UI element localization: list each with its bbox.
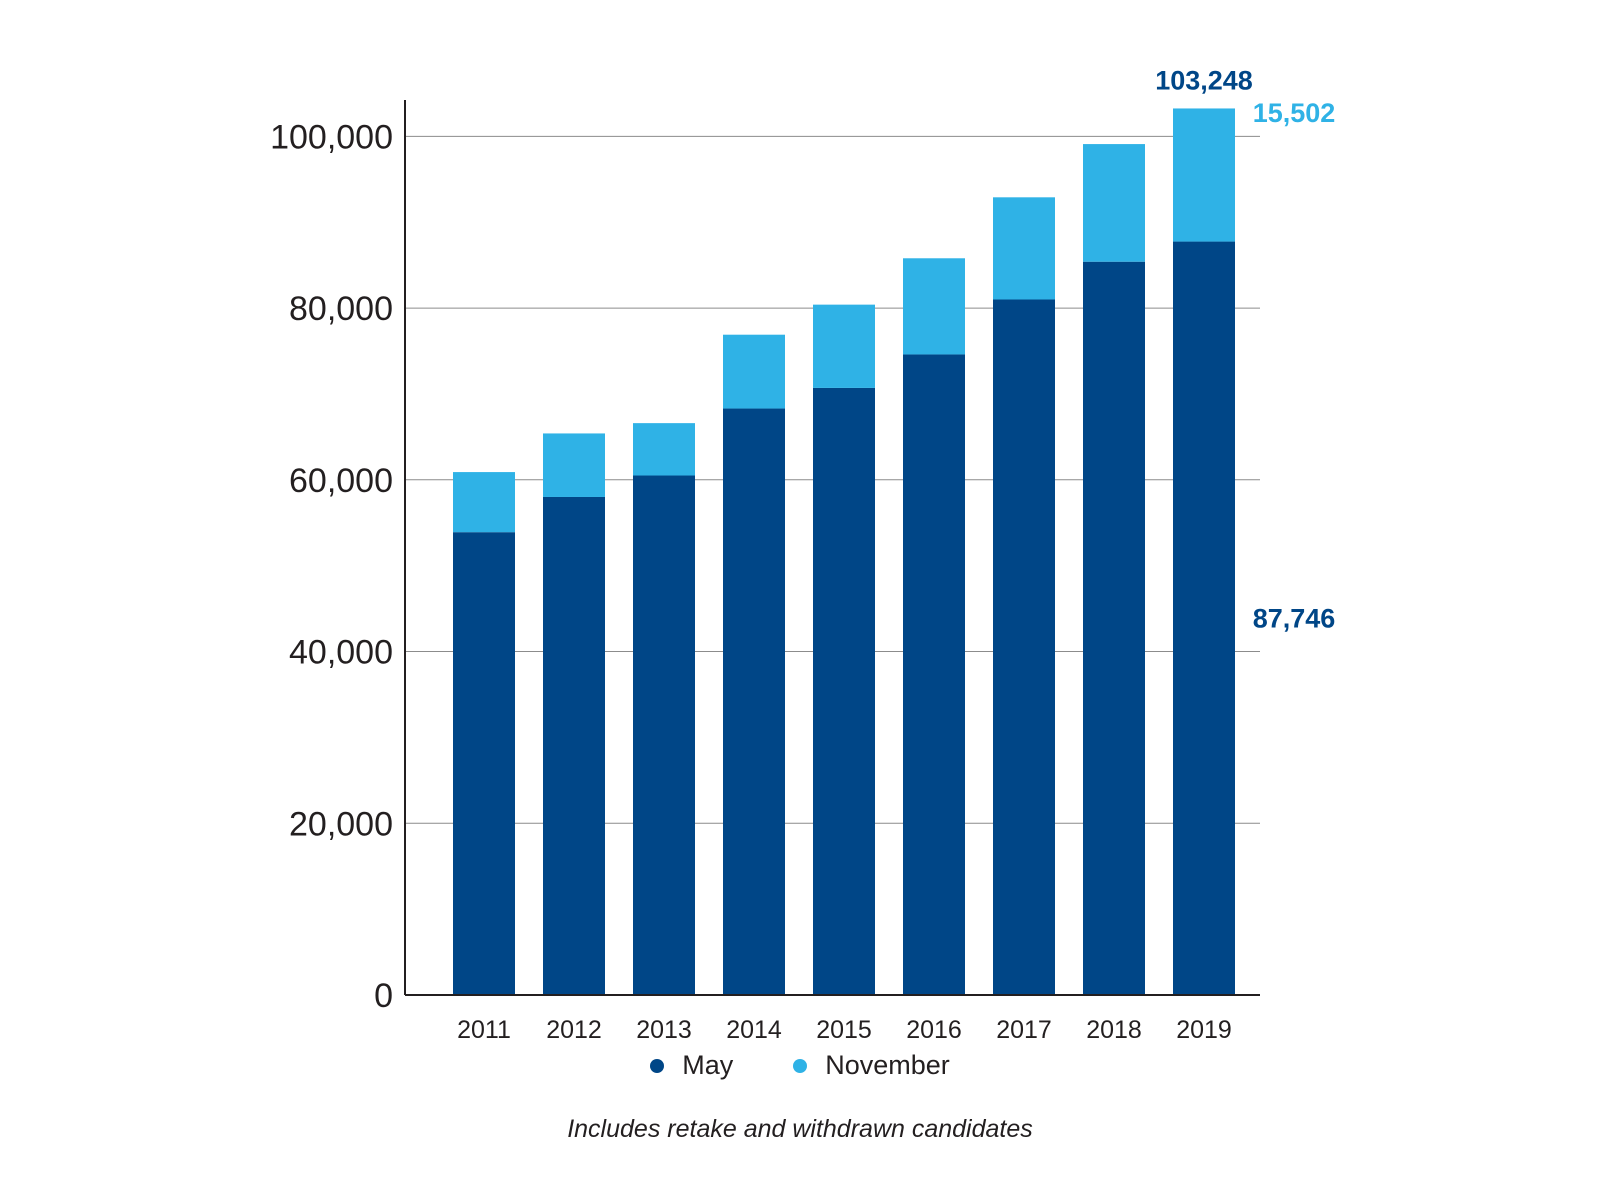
bar-november-2014 <box>723 334 785 409</box>
bar-november-2017 <box>993 197 1055 300</box>
bar-may-2019 <box>1173 241 1235 995</box>
x-tick-label: 2013 <box>636 1016 692 1044</box>
legend-label-may: May <box>682 1050 734 1080</box>
x-tick-label: 2014 <box>726 1016 782 1044</box>
y-tick-label: 100,000 <box>270 118 393 156</box>
y-tick-label: 20,000 <box>289 805 393 843</box>
bar-november-2012 <box>543 433 605 497</box>
bar-may-2018 <box>1083 261 1145 996</box>
y-tick-label: 60,000 <box>289 462 393 500</box>
x-tick-label: 2017 <box>996 1016 1052 1044</box>
x-tick-label: 2012 <box>546 1016 602 1044</box>
x-tick-label: 2011 <box>457 1016 511 1044</box>
bar-november-2011 <box>453 472 515 533</box>
bar-november-2013 <box>633 423 695 476</box>
x-tick-label: 2016 <box>906 1016 962 1044</box>
bar-may-2016 <box>903 354 965 996</box>
chart-footnote: Includes retake and withdrawn candidates <box>567 1115 1033 1143</box>
y-tick-label: 40,000 <box>289 634 393 672</box>
bar-november-2019 <box>1173 108 1235 242</box>
bar-may-2017 <box>993 299 1055 996</box>
bar-may-2015 <box>813 387 875 995</box>
legend-swatch-november <box>793 1058 808 1073</box>
bar-may-2013 <box>633 475 695 996</box>
legend: May November <box>0 1050 1600 1081</box>
bar-november-2015 <box>813 304 875 388</box>
bar-may-2012 <box>543 496 605 995</box>
bar-november-2018 <box>1083 144 1145 262</box>
legend-label-november: November <box>825 1050 950 1080</box>
legend-item-november: November <box>793 1050 950 1081</box>
legend-item-may: May <box>650 1050 733 1081</box>
annotation-may: 87,746 <box>1253 603 1336 633</box>
x-tick-label: 2019 <box>1176 1016 1232 1044</box>
bar-may-2011 <box>453 532 515 995</box>
bar-may-2014 <box>723 408 785 995</box>
x-tick-label: 2015 <box>816 1016 872 1044</box>
y-tick-label: 0 <box>374 977 393 1015</box>
bar-november-2016 <box>903 258 965 355</box>
y-tick-label: 80,000 <box>289 290 393 328</box>
legend-swatch-may <box>650 1058 665 1073</box>
x-tick-label: 2018 <box>1086 1016 1142 1044</box>
annotation-total: 103,248 <box>1155 65 1253 95</box>
annotation-november: 15,502 <box>1253 98 1336 128</box>
